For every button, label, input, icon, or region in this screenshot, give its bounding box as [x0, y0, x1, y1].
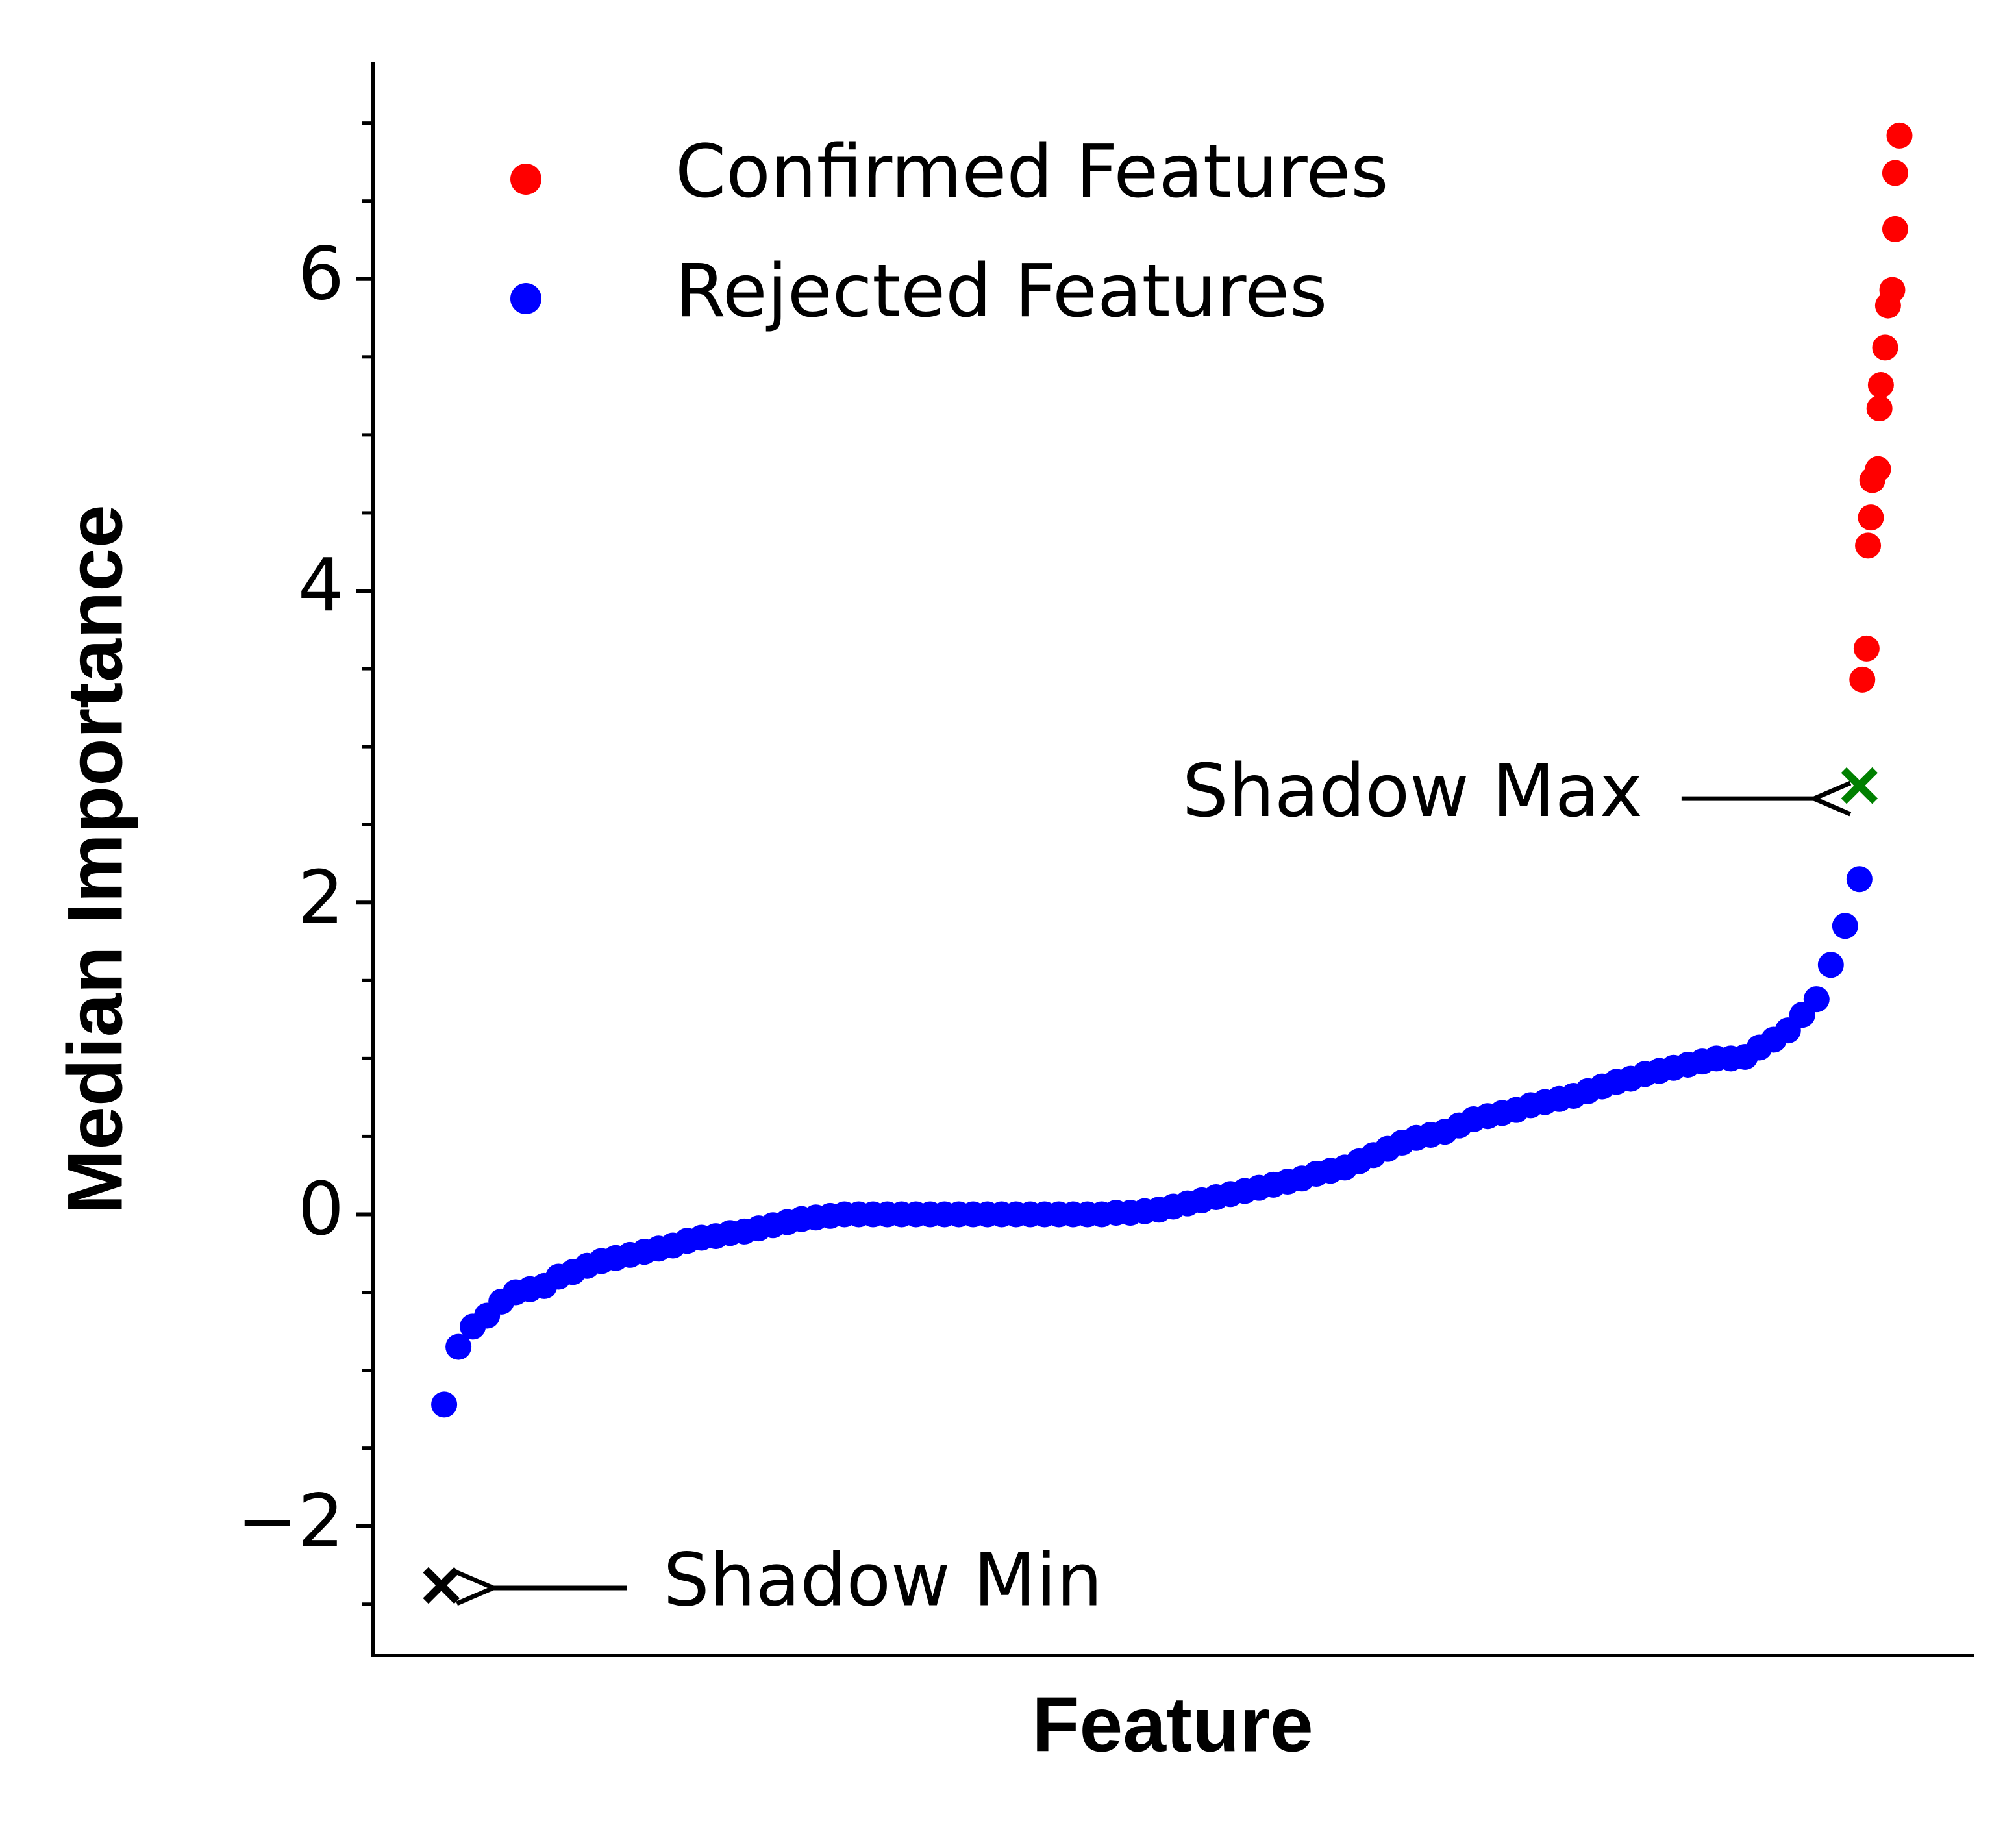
point — [1849, 666, 1876, 693]
point — [1855, 532, 1882, 559]
y-axis-label: Median Importance — [52, 504, 139, 1215]
annotation-text: Shadow Min — [664, 1539, 1102, 1623]
point — [1886, 122, 1913, 149]
legend-marker — [510, 283, 541, 314]
point — [1866, 395, 1893, 422]
shadow-marker — [1841, 767, 1878, 804]
point — [1865, 456, 1891, 482]
point — [1872, 334, 1898, 361]
shadow-marker — [423, 1567, 460, 1604]
point — [1867, 372, 1894, 399]
legend-marker — [510, 164, 541, 195]
y-tick-label: 0 — [298, 1167, 344, 1252]
arrow-head — [456, 1570, 499, 1606]
point — [1803, 986, 1830, 1013]
point — [1882, 160, 1908, 186]
point — [1858, 504, 1884, 531]
y-tick-label: −2 — [237, 1479, 344, 1563]
marker-stroke — [1841, 767, 1878, 804]
arrow-head — [1808, 780, 1852, 817]
point — [1882, 216, 1908, 242]
x-axis-label: Feature — [1032, 1681, 1313, 1768]
point — [1879, 277, 1906, 303]
y-tick-label: 6 — [298, 232, 344, 317]
y-tick-label: 4 — [298, 544, 344, 628]
annotation-text: Shadow Max — [1182, 749, 1643, 834]
point — [1846, 866, 1873, 893]
marker-stroke — [423, 1567, 460, 1604]
legend-label: Confirmed Features — [675, 130, 1389, 214]
legend-label: Rejected Features — [675, 249, 1327, 334]
point — [1832, 913, 1858, 939]
point — [1853, 635, 1880, 662]
point — [431, 1391, 458, 1418]
point — [1817, 952, 1844, 978]
y-tick-label: 2 — [298, 856, 344, 940]
point — [445, 1333, 472, 1360]
